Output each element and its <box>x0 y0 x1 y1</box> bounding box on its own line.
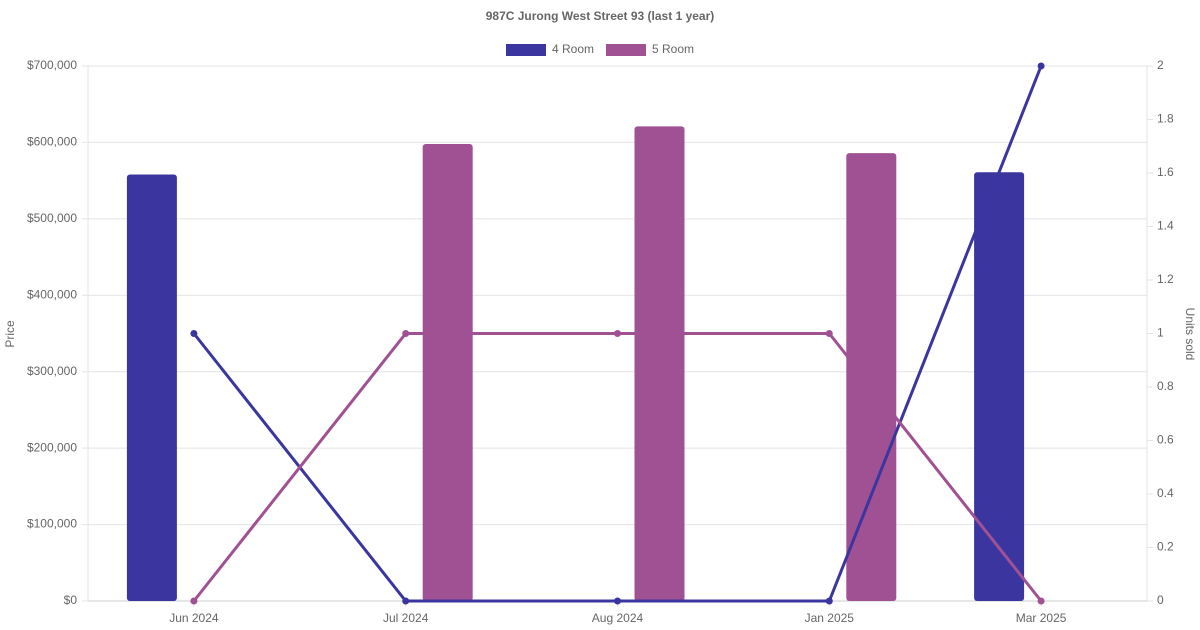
y2-tick-label: 0.8 <box>1157 379 1174 393</box>
point <box>614 597 621 605</box>
y2-tick-label: 1.2 <box>1157 272 1174 286</box>
legend-label[interactable]: 5 Room <box>652 42 694 56</box>
point <box>825 330 833 337</box>
x-tick-label: Jun 2024 <box>169 611 219 625</box>
point <box>825 597 833 605</box>
y2-tick-label: 0.2 <box>1157 540 1174 554</box>
point <box>1037 597 1045 605</box>
chart-title: 987C Jurong West Street 93 (last 1 year) <box>486 9 715 23</box>
point <box>402 330 410 337</box>
y2-tick-label: 2 <box>1157 58 1164 72</box>
point <box>614 330 621 337</box>
y2-axis-title: Units sold <box>1183 308 1197 361</box>
y-tick-label: $500,000 <box>27 211 77 225</box>
bar <box>126 174 177 601</box>
y-tick-label: $100,000 <box>27 517 77 531</box>
line <box>192 332 1043 602</box>
y-axis-title: Price <box>3 320 17 348</box>
legend-label[interactable]: 4 Room <box>552 42 594 56</box>
legend-swatch[interactable] <box>506 44 546 56</box>
y2-tick-label: 1 <box>1157 326 1164 340</box>
y-tick-label: $600,000 <box>27 135 77 149</box>
bar <box>846 153 897 601</box>
y2-tick-label: 1.8 <box>1157 112 1174 126</box>
y2-tick-label: 1.6 <box>1157 165 1174 179</box>
y-tick-label: $700,000 <box>27 58 77 72</box>
bar <box>422 143 473 601</box>
y-tick-label: $300,000 <box>27 364 77 378</box>
point <box>1037 62 1045 70</box>
point <box>190 597 198 605</box>
y-tick-label: $0 <box>64 593 78 607</box>
x-tick-label: Jan 2025 <box>805 611 855 625</box>
y2-tick-label: 0.4 <box>1157 486 1174 500</box>
y-tick-label: $200,000 <box>27 440 77 454</box>
y2-tick-label: 1.4 <box>1157 219 1174 233</box>
legend-swatch[interactable] <box>606 44 646 56</box>
y2-tick-label: 0.6 <box>1157 433 1174 447</box>
bar <box>634 126 685 601</box>
x-tick-label: Aug 2024 <box>592 611 644 625</box>
point <box>402 597 410 605</box>
y-tick-label: $400,000 <box>27 287 77 301</box>
y2-tick-label: 0 <box>1157 593 1164 607</box>
bar <box>974 172 1025 601</box>
x-tick-label: Mar 2025 <box>1016 611 1067 625</box>
x-tick-label: Jul 2024 <box>383 611 429 625</box>
point <box>190 330 198 337</box>
